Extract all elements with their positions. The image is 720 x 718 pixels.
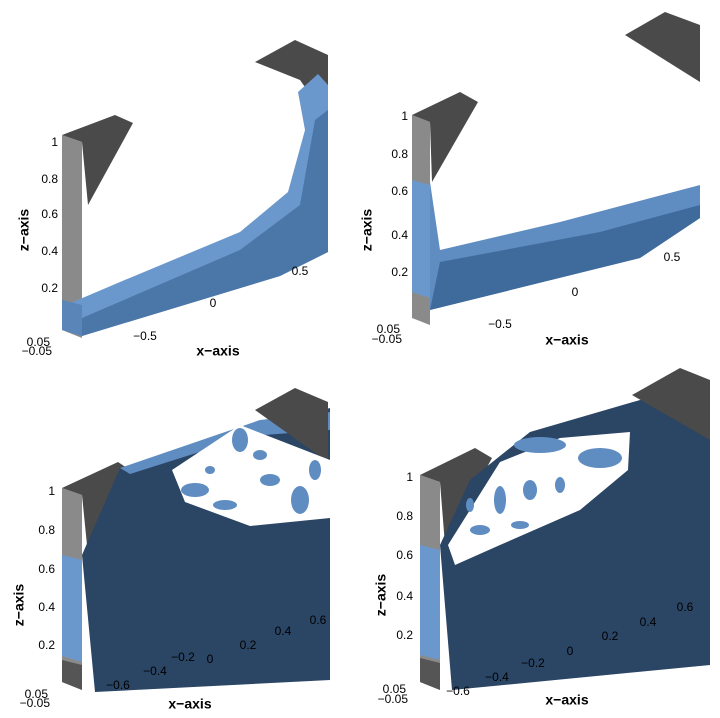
x-axis-label: x−axis bbox=[545, 692, 588, 708]
z-tick-label: 0.2 bbox=[38, 638, 55, 652]
x-tick-label: 0.4 bbox=[640, 615, 657, 629]
z-tick-label: 0.8 bbox=[41, 172, 58, 186]
z-tick-label: 0.8 bbox=[391, 147, 408, 161]
x-tick-label: −0.2 bbox=[521, 656, 545, 670]
z-tick-label: 0.2 bbox=[396, 628, 413, 642]
x-tick-label: −0.2 bbox=[171, 650, 195, 664]
x-tick-label: 0 bbox=[210, 296, 217, 310]
panel-3-scene bbox=[62, 388, 330, 692]
z-tick-label: 0.6 bbox=[391, 184, 408, 198]
z-tick-label: 0.6 bbox=[396, 548, 413, 562]
z-tick-label: 1 bbox=[401, 109, 408, 123]
z-tick-label: 0.6 bbox=[38, 562, 55, 576]
z-tick-label: −0.05 bbox=[378, 692, 409, 706]
x-axis-label: x−axis bbox=[168, 696, 211, 712]
z-tick-label: 0.4 bbox=[38, 600, 55, 614]
z-tick-label: 0.4 bbox=[396, 589, 413, 603]
z-tick-label: 0.8 bbox=[396, 509, 413, 523]
z-tick-label: 0.2 bbox=[41, 281, 58, 295]
x-tick-label: −0.4 bbox=[485, 670, 509, 684]
panel-1-scene bbox=[62, 40, 328, 338]
x-tick-label: 0.5 bbox=[664, 250, 681, 264]
x-tick-label: −0.6 bbox=[446, 684, 470, 698]
z-tick-label: 0.8 bbox=[38, 523, 55, 537]
x-tick-label: 0.5 bbox=[292, 264, 309, 278]
x-tick-label: −0.5 bbox=[133, 329, 157, 343]
z-tick-label: −0.05 bbox=[372, 332, 403, 346]
x-tick-label: 0.2 bbox=[240, 638, 257, 652]
z-tick-label: 1 bbox=[406, 470, 413, 484]
figure: 10.80.60.40.20.05−0.05−0.500.5z−axisx−ax… bbox=[0, 0, 720, 713]
z-axis-label: z−axis bbox=[16, 209, 32, 252]
z-tick-label: 1 bbox=[48, 484, 55, 498]
x-tick-label: 0.2 bbox=[602, 629, 619, 643]
x-tick-label: 0 bbox=[572, 285, 579, 299]
z-tick-label: 1 bbox=[51, 135, 58, 149]
panel-2-scene bbox=[412, 12, 700, 325]
z-tick-label: 0.6 bbox=[41, 207, 58, 221]
x-tick-label: −0.4 bbox=[143, 664, 167, 678]
x-tick-label: −0.5 bbox=[488, 317, 512, 331]
z-tick-label: 0.2 bbox=[391, 265, 408, 279]
z-tick-label: −0.05 bbox=[20, 696, 51, 710]
z-axis-label: z−axis bbox=[359, 209, 375, 252]
x-tick-label: 0.6 bbox=[677, 600, 694, 614]
x-tick-label: −0.6 bbox=[106, 678, 130, 692]
z-tick-label: 0.4 bbox=[41, 244, 58, 258]
x-tick-label: 0 bbox=[567, 644, 574, 658]
z-axis-label: z−axis bbox=[11, 584, 27, 627]
x-axis-label: x−axis bbox=[545, 332, 588, 348]
x-tick-label: 0.6 bbox=[310, 613, 327, 627]
x-tick-label: 0.4 bbox=[275, 624, 292, 638]
z-tick-label: 0.4 bbox=[391, 228, 408, 242]
x-axis-label: x−axis bbox=[196, 343, 239, 359]
panel-4-scene bbox=[420, 368, 710, 690]
z-tick-label: −0.05 bbox=[22, 344, 53, 358]
x-tick-label: 0 bbox=[207, 652, 214, 666]
z-axis-label: z−axis bbox=[373, 574, 389, 617]
